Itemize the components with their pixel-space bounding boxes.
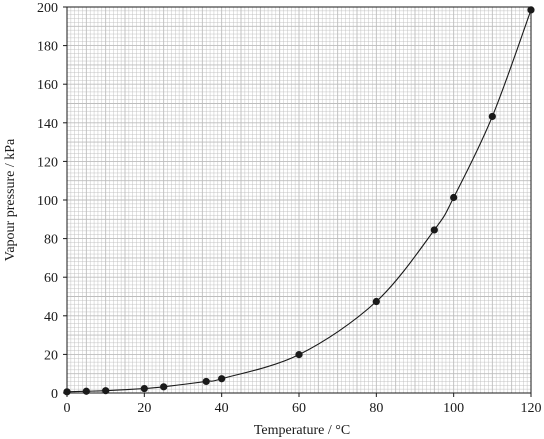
y-tick-label: 120	[37, 155, 58, 170]
data-point	[295, 350, 303, 359]
y-tick-label: 40	[44, 310, 58, 325]
data-point	[527, 6, 535, 14]
x-tick-label: 20	[137, 401, 151, 416]
data-point	[372, 297, 380, 306]
data-point	[430, 226, 438, 234]
x-tick-label: 0	[64, 401, 71, 416]
data-point	[63, 388, 71, 396]
x-tick-label: 80	[369, 401, 383, 416]
y-tick-label: 60	[44, 271, 58, 286]
y-tick-label: 140	[37, 117, 58, 132]
grid	[66, 6, 532, 394]
data-point	[102, 387, 110, 395]
x-tick-label: 40	[215, 401, 229, 416]
data-point	[82, 387, 90, 395]
data-point	[202, 377, 210, 386]
data-point	[450, 193, 458, 202]
x-tick-label: 100	[443, 401, 464, 416]
data-point	[140, 384, 148, 393]
tick-labels: 0 20 40 60 80 100 120 0 20 40 60 80 100 120 140 160 180 2…	[37, 1, 542, 416]
data-point	[218, 375, 226, 383]
x-axis-title: Temperature / °C	[254, 423, 350, 438]
y-tick-label: 0	[51, 387, 58, 402]
y-tick-label: 200	[37, 1, 58, 16]
y-tick-label: 160	[37, 78, 58, 93]
x-tick-label: 120	[521, 401, 542, 416]
axes	[63, 6, 532, 397]
data-point	[160, 383, 168, 391]
y-tick-label: 100	[37, 194, 58, 209]
data-points-layer	[63, 6, 535, 396]
y-tick-label: 180	[37, 40, 58, 55]
y-tick-label: 80	[44, 233, 58, 248]
data-point	[488, 112, 496, 121]
x-tick-label: 60	[292, 401, 306, 416]
y-tick-label: 20	[44, 348, 58, 363]
y-axis-title: Vapour pressure / kPa	[3, 138, 18, 261]
